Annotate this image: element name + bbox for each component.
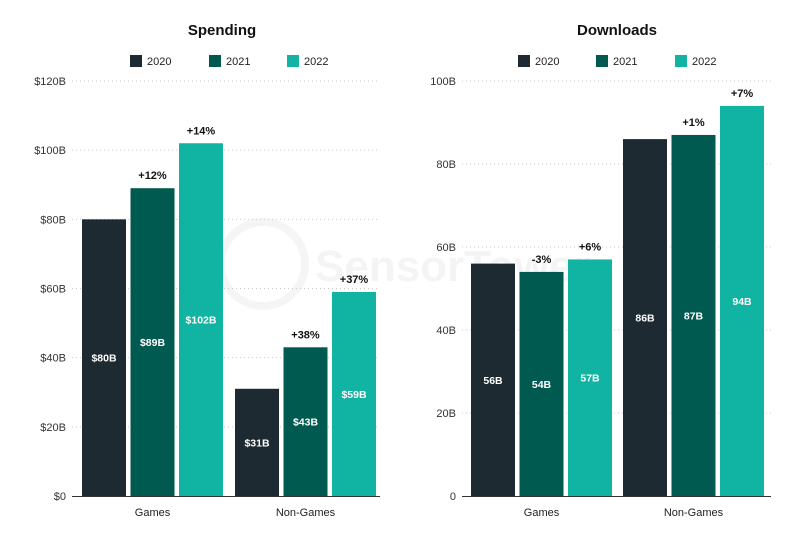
y-tick-label: 60B xyxy=(436,242,456,254)
x-category-label: Non-Games xyxy=(276,507,336,519)
y-tick-label: $20B xyxy=(40,422,66,434)
bar xyxy=(519,271,564,496)
legend: 2020 2021 2022 xyxy=(518,55,716,68)
y-tick-label: 100B xyxy=(430,76,456,88)
chart-title: Spending xyxy=(188,22,256,39)
legend: 2020 2021 2022 xyxy=(130,55,328,68)
downloads-chart: Downloads 2020 2021 2022 0 20B 40B 60B 80B 100B 56… xyxy=(430,22,771,519)
y-tick-label: $120B xyxy=(34,76,66,88)
bar xyxy=(179,143,223,496)
bar xyxy=(235,388,279,496)
legend-swatch xyxy=(596,55,608,67)
watermark-logo-icon xyxy=(217,218,309,310)
bar-value-label: 57B xyxy=(580,373,600,385)
bar-change-label: +12% xyxy=(138,170,167,182)
legend-swatch xyxy=(209,55,221,67)
legend-label: 2020 xyxy=(535,56,559,68)
bar-change-label: +37% xyxy=(340,274,369,286)
legend-swatch xyxy=(518,55,530,67)
y-tick-label: $0 xyxy=(54,491,66,503)
bar-change-label: +38% xyxy=(291,329,320,341)
bar-value-label: 87B xyxy=(684,310,704,322)
bar-value-label: 86B xyxy=(635,313,655,325)
bar-value-label: $31B xyxy=(244,437,270,449)
bars: 56B 54B -3% 57B +6% 86B 87B +1% 94B +7% xyxy=(471,88,764,497)
bar xyxy=(623,139,667,496)
bar xyxy=(130,188,175,497)
bar-change-label: +7% xyxy=(731,88,754,100)
spending-chart: Spending 2020 2021 2022 $0 $20B $40B $60B $80B $1… xyxy=(34,22,380,519)
y-tick-label: $60B xyxy=(40,284,66,296)
legend-label: 2021 xyxy=(226,56,250,68)
bar xyxy=(671,134,716,496)
bar-value-label: 56B xyxy=(483,375,503,387)
y-tick-label: 20B xyxy=(436,408,456,420)
x-category-label: Games xyxy=(524,507,560,519)
legend-label: 2022 xyxy=(692,56,716,68)
bar-change-label: +6% xyxy=(579,241,602,253)
bar-value-label: $43B xyxy=(293,417,319,429)
x-category-label: Games xyxy=(135,507,171,519)
bar-change-label: -3% xyxy=(532,254,552,266)
bar xyxy=(82,219,126,497)
bar xyxy=(283,347,328,496)
x-category-label: Non-Games xyxy=(664,507,724,519)
legend-swatch xyxy=(287,55,299,67)
legend-swatch xyxy=(675,55,687,67)
bar-value-label: 94B xyxy=(732,296,752,308)
y-tick-label: 80B xyxy=(436,159,456,171)
bar-value-label: $59B xyxy=(341,389,367,401)
bars: $80B $89B +12% $102B +14% $31B $43B +38% $59B +37… xyxy=(82,125,376,497)
bar-change-label: +1% xyxy=(682,117,705,129)
bar-change-label: +14% xyxy=(187,125,216,137)
bar-value-label: $89B xyxy=(140,337,166,349)
bar-value-label: $80B xyxy=(91,353,117,365)
bar xyxy=(332,291,376,496)
bar xyxy=(471,263,515,496)
y-tick-label: $80B xyxy=(40,214,66,226)
bar xyxy=(720,105,764,497)
legend-label: 2020 xyxy=(147,56,171,68)
legend-label: 2022 xyxy=(304,56,328,68)
y-tick-label: $100B xyxy=(34,145,66,157)
legend-label: 2021 xyxy=(613,56,637,68)
bar-value-label: $102B xyxy=(186,315,217,327)
bar xyxy=(568,259,612,496)
bar-value-label: 54B xyxy=(532,379,552,391)
chart-title: Downloads xyxy=(577,22,657,39)
legend-swatch xyxy=(130,55,142,67)
y-tick-label: 40B xyxy=(436,325,456,337)
y-tick-label: $40B xyxy=(40,353,66,365)
y-tick-label: 0 xyxy=(450,491,456,503)
